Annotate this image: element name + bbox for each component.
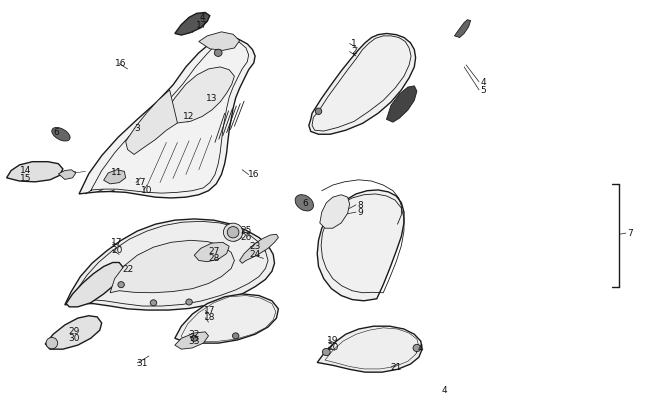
Polygon shape [46, 316, 101, 350]
Polygon shape [194, 243, 229, 262]
Polygon shape [309, 34, 415, 135]
Text: 17: 17 [196, 21, 208, 30]
Text: 23: 23 [250, 241, 261, 250]
Text: 1: 1 [351, 39, 357, 48]
Polygon shape [387, 87, 417, 123]
Text: 7: 7 [628, 228, 633, 237]
Text: 33: 33 [188, 336, 200, 345]
Ellipse shape [191, 335, 198, 341]
Text: 20: 20 [327, 342, 339, 351]
Text: 17: 17 [204, 305, 216, 314]
Text: 4: 4 [418, 343, 424, 353]
Ellipse shape [322, 349, 330, 356]
Text: 11: 11 [111, 168, 122, 177]
Text: 13: 13 [206, 94, 218, 102]
Ellipse shape [233, 333, 239, 339]
Polygon shape [6, 162, 63, 182]
Text: 25: 25 [240, 225, 252, 234]
Text: 31: 31 [136, 358, 148, 367]
Text: 32: 32 [188, 329, 200, 338]
Text: 6: 6 [53, 128, 59, 136]
Text: 12: 12 [183, 111, 195, 121]
Polygon shape [199, 33, 240, 51]
Text: 30: 30 [68, 334, 80, 343]
Polygon shape [317, 190, 404, 301]
Polygon shape [175, 13, 210, 36]
Text: 22: 22 [122, 264, 133, 273]
Ellipse shape [150, 300, 157, 306]
Ellipse shape [214, 50, 222, 57]
Text: 4: 4 [481, 77, 486, 86]
Text: 19: 19 [327, 335, 339, 344]
Ellipse shape [295, 195, 313, 211]
Text: 26: 26 [240, 232, 252, 241]
Text: 16: 16 [248, 170, 259, 179]
Text: 24: 24 [250, 249, 261, 258]
Text: 6: 6 [303, 198, 309, 207]
Polygon shape [66, 263, 123, 307]
Polygon shape [175, 294, 278, 343]
Ellipse shape [413, 345, 421, 352]
Ellipse shape [227, 227, 239, 238]
Polygon shape [317, 326, 422, 372]
Text: 4: 4 [199, 13, 205, 22]
Ellipse shape [46, 338, 58, 349]
Text: 27: 27 [208, 246, 219, 255]
Text: 8: 8 [358, 200, 363, 209]
Polygon shape [65, 220, 274, 310]
Text: 14: 14 [20, 166, 32, 175]
Polygon shape [110, 241, 235, 293]
Ellipse shape [118, 282, 124, 288]
Polygon shape [103, 171, 125, 184]
Ellipse shape [186, 299, 192, 305]
Polygon shape [79, 38, 255, 198]
Text: 15: 15 [20, 174, 32, 183]
Text: 17: 17 [135, 178, 146, 187]
Polygon shape [58, 171, 76, 180]
Text: 28: 28 [208, 254, 219, 262]
Ellipse shape [315, 109, 322, 115]
Text: 2: 2 [351, 47, 357, 56]
Polygon shape [320, 195, 350, 229]
Polygon shape [240, 234, 278, 264]
Text: 3: 3 [135, 124, 140, 132]
Polygon shape [175, 332, 209, 350]
Polygon shape [164, 68, 235, 124]
Text: 21: 21 [391, 362, 402, 371]
Text: 16: 16 [116, 59, 127, 68]
Text: 4: 4 [442, 385, 448, 394]
Polygon shape [125, 91, 177, 155]
Ellipse shape [52, 128, 70, 142]
Text: 18: 18 [204, 313, 216, 322]
Text: 20: 20 [111, 245, 122, 254]
Text: 9: 9 [358, 207, 363, 216]
Text: 17: 17 [111, 237, 122, 246]
Text: 29: 29 [68, 326, 79, 335]
Text: 10: 10 [141, 185, 153, 194]
Text: 5: 5 [481, 85, 486, 94]
Polygon shape [454, 21, 471, 38]
Ellipse shape [224, 224, 243, 242]
